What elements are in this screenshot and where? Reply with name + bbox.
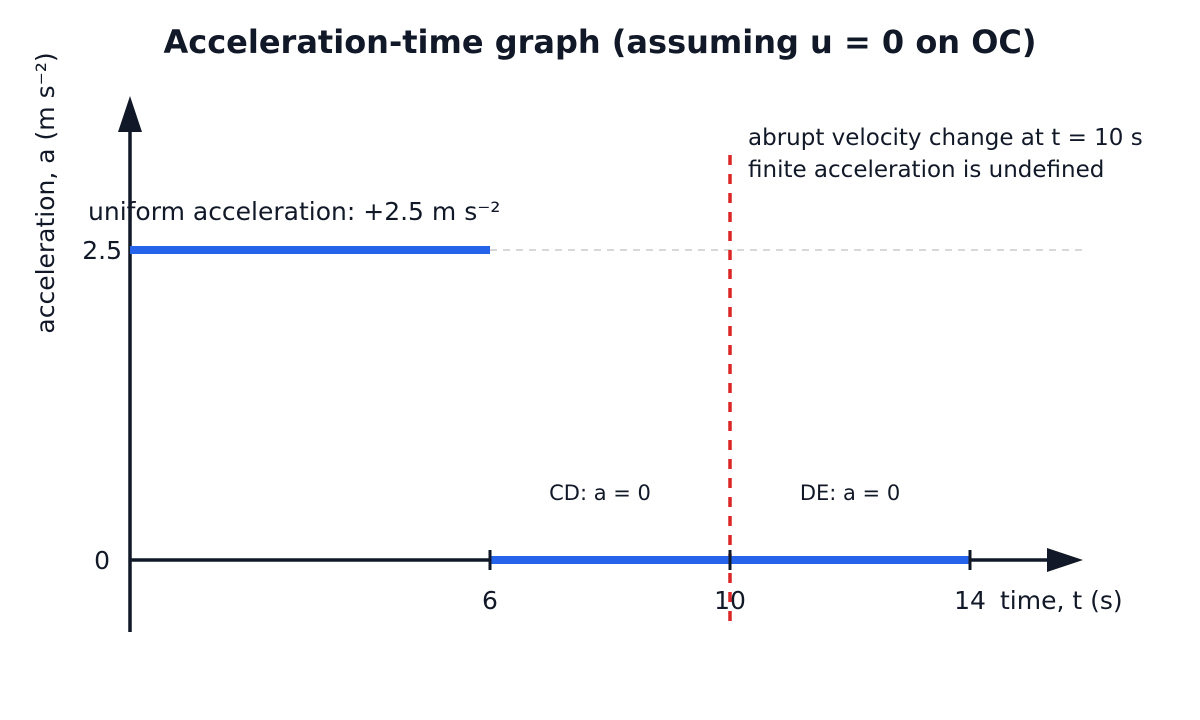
x-tick-label-10: 10 <box>714 586 746 615</box>
annotation-undefined-acceleration: finite acceleration is undefined <box>748 157 1104 183</box>
y-tick-label-2.5: 2.5 <box>82 236 122 265</box>
annotation-de: DE: a = 0 <box>800 481 900 505</box>
annotation-abrupt-change: abrupt velocity change at t = 10 s <box>748 125 1143 151</box>
series-segments <box>130 246 970 564</box>
chart-title: Acceleration-time graph (assuming u = 0 … <box>163 23 1036 61</box>
annotation-uniform-acceleration: uniform acceleration: +2.5 m s⁻² <box>88 197 500 226</box>
y-axis-arrow <box>118 96 142 132</box>
y-tick-label-0: 0 <box>94 546 110 575</box>
x-tick-label-14: 14 <box>954 586 986 615</box>
x-tick-label-6: 6 <box>482 586 498 615</box>
x-axis-arrow <box>1047 548 1083 572</box>
y-axis-label: acceleration, a (m s⁻²) <box>31 52 60 333</box>
y-ticks: 02.5 <box>82 236 122 575</box>
x-axis-label: time, t (s) <box>1000 586 1123 615</box>
x-ticks: 6 10 14 <box>482 550 986 615</box>
annotation-cd: CD: a = 0 <box>549 481 651 505</box>
